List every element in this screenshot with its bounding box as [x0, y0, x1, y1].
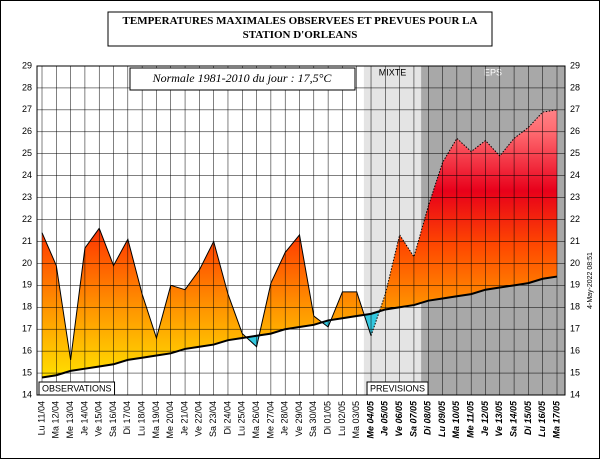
x-tick-label: Lu 11/04 [36, 401, 46, 435]
y-tick-label-right: 26 [570, 126, 580, 136]
x-tick-label: Lu 02/05 [337, 401, 347, 436]
annotation-box [129, 67, 356, 91]
x-tick-label: Ve 29/04 [294, 401, 304, 437]
chart-title: TEMPERATURES MAXIMALES OBSERVEES ET PREV… [122, 15, 478, 41]
y-tick-label: 21 [22, 236, 32, 246]
y-tick-label-right: 22 [570, 214, 580, 224]
y-tick-label: 18 [22, 302, 32, 312]
x-tick-label: Ma 03/05 [351, 401, 361, 439]
x-tick-label: Di 15/05 [523, 400, 533, 435]
y-tick-label: 26 [22, 126, 32, 136]
region-label: MIXTE [379, 67, 407, 77]
warm-area [42, 228, 372, 378]
x-tick-label: Ma 19/04 [151, 401, 161, 439]
period-label: PREVISIONS [370, 383, 425, 393]
x-tick-label: Sa 07/05 [408, 400, 418, 437]
title-box [107, 11, 493, 47]
y-tick-label: 16 [22, 346, 32, 356]
y-tick-label: 14 [22, 389, 32, 399]
x-tick-label: Ma 26/04 [251, 401, 261, 439]
temp-line [370, 109, 558, 336]
y-tick-label-right: 18 [570, 302, 580, 312]
x-tick-label: Di 24/04 [222, 401, 232, 435]
x-tick-label: Je 14/04 [79, 401, 89, 436]
y-tick-label: 20 [22, 258, 32, 268]
y-tick-label-right: 25 [570, 148, 580, 158]
normal-line [41, 275, 558, 379]
x-tick-label: Lu 25/04 [237, 401, 247, 436]
y-tick-label: 28 [22, 82, 32, 92]
x-tick-label: Me 20/04 [165, 401, 175, 439]
plot-frame [36, 65, 566, 396]
x-tick-label: Di 01/05 [322, 401, 332, 435]
x-tick-label: Ve 13/05 [494, 400, 504, 437]
y-tick-label-right: 15 [570, 367, 580, 377]
x-tick-label: Sa 23/04 [208, 401, 218, 437]
period-label: OBSERVATIONS [42, 383, 112, 393]
x-tick-label: Ve 06/05 [394, 400, 404, 437]
x-tick-label: Je 21/04 [179, 401, 189, 436]
y-tick-label: 29 [22, 60, 32, 70]
y-tick-label-right: 27 [570, 104, 580, 114]
region [363, 66, 422, 395]
y-tick-label-right: 29 [570, 60, 580, 70]
timestamp: 4-May-2022 08:51 [587, 252, 594, 309]
x-tick-label: Lu 16/05 [537, 400, 547, 437]
x-tick-label: Lu 09/05 [437, 400, 447, 437]
y-tick-label-right: 14 [570, 389, 580, 399]
x-tick-label: Di 17/04 [122, 401, 132, 435]
x-tick-label: Ma 17/05 [551, 400, 561, 439]
annotation: Normale 1981-2010 du jour : 17,5°C [152, 71, 333, 85]
y-tick-label-right: 16 [570, 346, 580, 356]
x-tick-label: Me 13/04 [65, 401, 75, 439]
title-wrap: TEMPERATURES MAXIMALES OBSERVEES ET PREV… [122, 15, 478, 41]
y-tick-label: 15 [22, 367, 32, 377]
x-tick-label: Ve 15/04 [94, 401, 104, 437]
y-tick-label: 17 [22, 324, 32, 334]
x-tick-label: Sa 14/05 [508, 400, 518, 437]
x-tick-label: Je 28/04 [280, 401, 290, 436]
x-tick-label: Ve 22/04 [194, 401, 204, 437]
y-tick-label-right: 23 [570, 192, 580, 202]
y-tick-label: 24 [22, 170, 32, 180]
y-tick-label-right: 28 [570, 82, 580, 92]
temp-line [41, 227, 372, 360]
x-tick-label: Di 08/05 [423, 400, 433, 435]
x-tick-label: Ma 12/04 [51, 401, 61, 439]
x-tick-label: Je 12/05 [480, 400, 490, 436]
y-tick-label: 19 [22, 280, 32, 290]
y-tick-label-right: 21 [570, 236, 580, 246]
x-tick-label: Ma 10/05 [451, 400, 461, 439]
y-tick-label: 25 [22, 148, 32, 158]
y-tick-label-right: 24 [570, 170, 580, 180]
y-tick-label: 22 [22, 214, 32, 224]
y-tick-label-right: 20 [570, 258, 580, 268]
x-tick-label: Me 04/05 [365, 400, 375, 439]
x-tick-label: Me 27/04 [265, 401, 275, 439]
x-tick-label: Je 05/05 [380, 400, 390, 436]
period-box [366, 381, 429, 396]
x-tick-label: Me 11/05 [466, 400, 476, 438]
warm-area [371, 109, 557, 336]
y-tick-label-right: 17 [570, 324, 580, 334]
period-box [38, 381, 116, 396]
y-tick-label: 27 [22, 104, 32, 114]
region-label: EPS [484, 67, 502, 77]
x-tick-label: Sa 30/04 [308, 401, 318, 437]
y-tick-label-right: 19 [570, 280, 580, 290]
x-tick-label: Sa 16/04 [108, 401, 118, 437]
x-tick-label: Lu 18/04 [137, 401, 147, 436]
y-tick-label: 23 [22, 192, 32, 202]
